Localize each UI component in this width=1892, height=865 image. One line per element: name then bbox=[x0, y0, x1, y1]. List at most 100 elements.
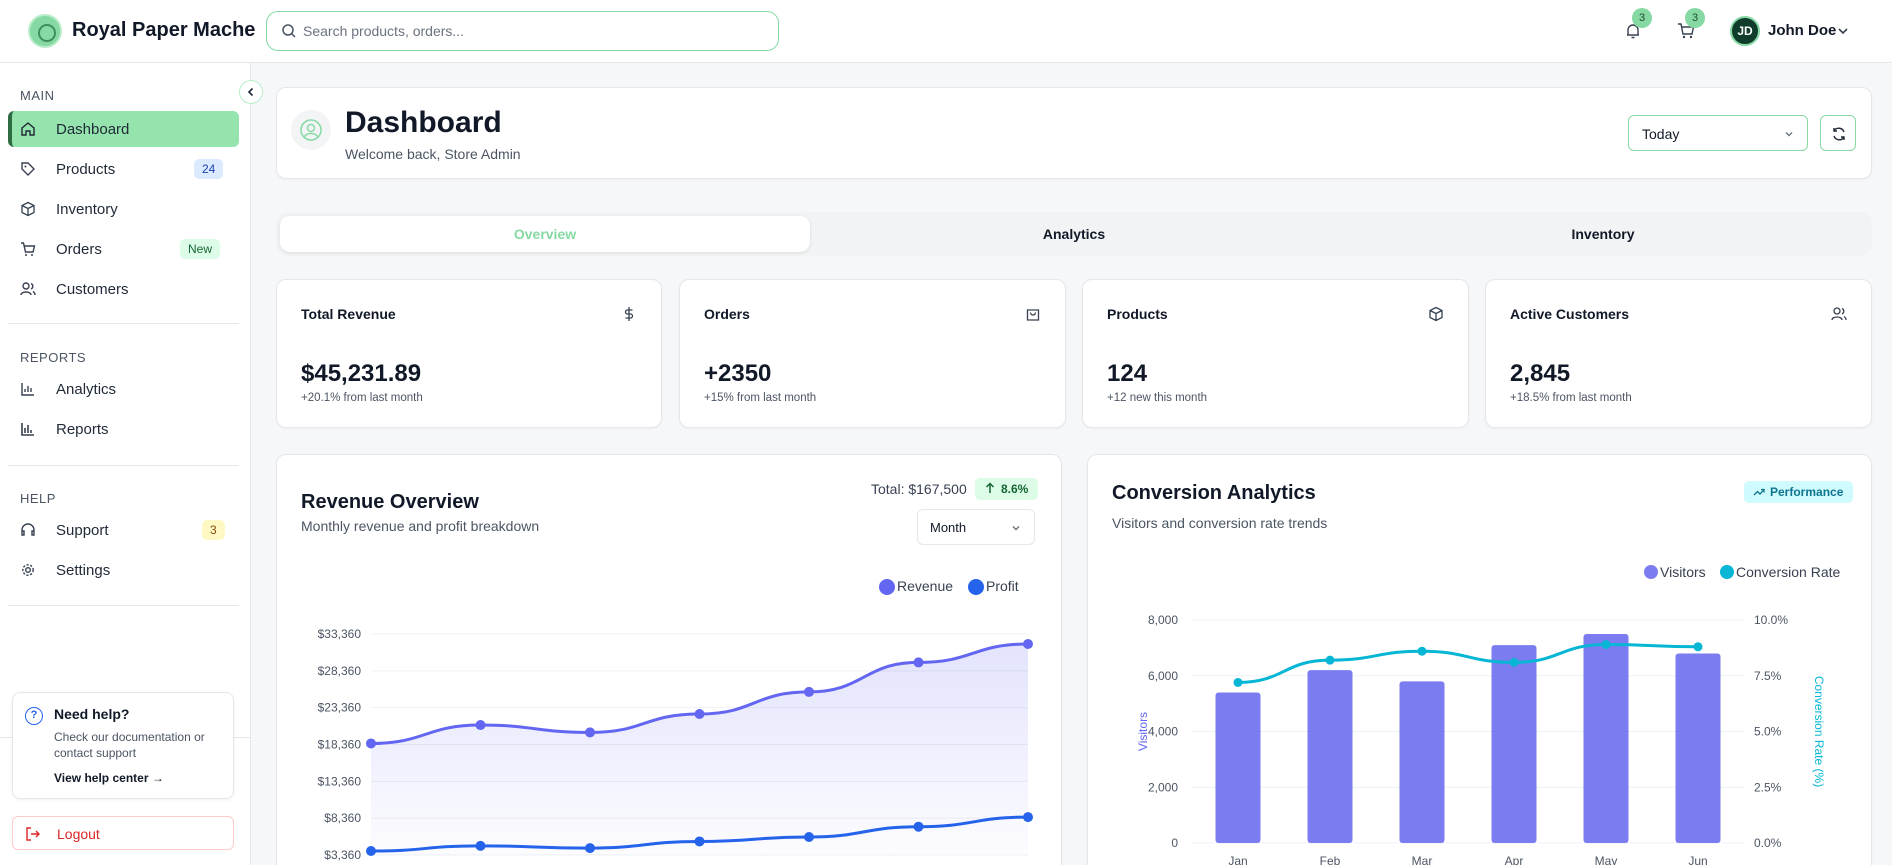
y-tick-label: 2,000 bbox=[1148, 780, 1178, 794]
sidebar-divider bbox=[8, 465, 239, 466]
home-icon bbox=[21, 122, 35, 136]
series-line-conversion-rate bbox=[1237, 643, 1699, 684]
x-tick-label: Jan bbox=[1228, 854, 1247, 865]
sidebar-item-label: Inventory bbox=[56, 201, 118, 218]
revenue-total: Total: $167,500 bbox=[871, 481, 967, 497]
sidebar-item-customers[interactable]: Customers bbox=[8, 271, 239, 307]
revenue-subtitle: Monthly revenue and profit breakdown bbox=[301, 518, 540, 534]
conversion-subtitle: Visitors and conversion rate trends bbox=[1112, 515, 1328, 531]
sidebar-item-reports[interactable]: Reports bbox=[8, 411, 239, 447]
chevron-down-icon[interactable] bbox=[1836, 24, 1850, 38]
logo-icon[interactable] bbox=[28, 14, 62, 48]
legend-label-profit[interactable]: Profit bbox=[986, 578, 1019, 594]
revenue-range-value: Month bbox=[930, 520, 967, 535]
refresh-icon bbox=[1833, 127, 1845, 141]
section-title-main: MAIN bbox=[20, 88, 55, 103]
x-tick-label: Mar bbox=[1412, 854, 1433, 865]
sidebar-item-label: Dashboard bbox=[56, 121, 130, 138]
stat-card-products: Products 124 +12 new this month bbox=[1082, 279, 1469, 428]
search-input[interactable] bbox=[303, 12, 763, 50]
y-tick-label: 4,000 bbox=[1148, 725, 1178, 739]
y2-tick-label: 10.0% bbox=[1754, 613, 1788, 627]
refresh-button[interactable] bbox=[1820, 115, 1856, 151]
user-name[interactable]: John Doe bbox=[1768, 22, 1837, 39]
tag-icon bbox=[21, 162, 35, 176]
stat-value: $45,231.89 bbox=[301, 360, 422, 387]
stat-title: Total Revenue bbox=[301, 306, 396, 322]
data-point-revenue bbox=[366, 738, 376, 749]
data-point-profit bbox=[1023, 812, 1033, 823]
sidebar-item-products[interactable]: Products 24 bbox=[8, 151, 239, 187]
bar-visitors bbox=[1307, 670, 1353, 843]
performance-badge: Performance bbox=[1744, 481, 1854, 503]
data-point-profit bbox=[694, 836, 705, 847]
dashboard-avatar bbox=[291, 110, 331, 150]
legend-label-conversion-rate[interactable]: Conversion Rate bbox=[1736, 564, 1841, 580]
bar-visitors bbox=[1583, 633, 1629, 843]
cart-badge: 3 bbox=[1685, 8, 1705, 28]
stat-value: 124 bbox=[1107, 360, 1148, 387]
data-point-revenue bbox=[913, 657, 924, 668]
search-bar[interactable] bbox=[266, 11, 779, 51]
sidebar-item-inventory[interactable]: Inventory bbox=[8, 191, 239, 227]
data-point-revenue bbox=[694, 709, 705, 720]
chevron-down-icon bbox=[1785, 132, 1793, 137]
legend-dot-visitors bbox=[1644, 565, 1658, 579]
logout-button[interactable]: Logout bbox=[12, 816, 234, 850]
data-point-profit bbox=[475, 840, 486, 851]
revenue-title: Revenue Overview bbox=[301, 491, 479, 513]
data-point-conversion-rate bbox=[1325, 655, 1335, 665]
legend-dot-profit bbox=[968, 579, 984, 595]
stat-title: Active Customers bbox=[1510, 306, 1630, 322]
data-point-conversion-rate bbox=[1233, 677, 1243, 687]
data-point-revenue bbox=[475, 720, 486, 731]
revenue-range-select[interactable]: Month bbox=[917, 509, 1035, 545]
dollar-icon bbox=[624, 307, 634, 321]
cart-button[interactable]: 3 bbox=[1673, 8, 1705, 44]
logout-label: Logout bbox=[57, 826, 100, 842]
sidebar-item-settings[interactable]: Settings bbox=[8, 552, 239, 588]
sidebar-item-analytics[interactable]: Analytics bbox=[8, 371, 239, 407]
tab-overview[interactable]: Overview bbox=[280, 216, 810, 252]
section-title-reports: REPORTS bbox=[20, 350, 87, 365]
brand-name[interactable]: Royal Paper Mache bbox=[72, 19, 256, 41]
y2-tick-label: 2.5% bbox=[1754, 780, 1782, 794]
avatar[interactable]: JD bbox=[1730, 16, 1760, 46]
tab-analytics[interactable]: Analytics bbox=[1042, 226, 1106, 242]
x-tick-label: Apr bbox=[1505, 854, 1524, 865]
stat-change: +12 new this month bbox=[1107, 392, 1208, 404]
help-center-link[interactable]: View help center → bbox=[54, 771, 164, 785]
x-tick-label: May bbox=[1595, 854, 1618, 865]
legend-dot-revenue bbox=[879, 579, 895, 595]
conversion-chart: 0 0.0% 2,000 2.5% 4,000 5.0% 6,000 7.5% 8,000 10.… bbox=[1136, 613, 1826, 865]
help-title: Need help? bbox=[54, 706, 130, 722]
y-tick-label: $18,360 bbox=[318, 738, 362, 752]
y-axis-label: Visitors bbox=[1136, 712, 1150, 751]
sidebar-item-dashboard[interactable]: Dashboard bbox=[8, 111, 239, 147]
sidebar-item-label: Support bbox=[56, 522, 109, 539]
collapse-sidebar-button[interactable] bbox=[239, 80, 263, 104]
period-select[interactable]: Today bbox=[1628, 115, 1808, 151]
stat-title: Products bbox=[1107, 306, 1168, 322]
box-icon bbox=[21, 201, 35, 217]
bar-visitors bbox=[1399, 681, 1445, 843]
legend-label-revenue[interactable]: Revenue bbox=[897, 578, 954, 594]
revenue-change-value: 8.6% bbox=[1001, 482, 1029, 496]
bar-chart-icon bbox=[21, 423, 34, 436]
cart-icon bbox=[21, 242, 36, 256]
stat-value: +2350 bbox=[704, 360, 772, 387]
sidebar-item-orders[interactable]: Orders New bbox=[8, 231, 239, 267]
y-tick-label: $8,360 bbox=[324, 811, 361, 825]
sidebar-item-label: Analytics bbox=[56, 381, 117, 398]
revenue-area bbox=[371, 644, 1028, 855]
tab-bar: Overview Analytics Inventory bbox=[276, 212, 1872, 256]
chevron-down-icon bbox=[1012, 526, 1020, 531]
legend-label-visitors[interactable]: Visitors bbox=[1660, 564, 1706, 580]
y-tick-label: 8,000 bbox=[1148, 613, 1178, 627]
logout-icon bbox=[26, 827, 40, 841]
notifications-button[interactable]: 3 bbox=[1620, 8, 1652, 44]
x-tick-label: Jun bbox=[1688, 854, 1707, 865]
sidebar-item-support[interactable]: Support 3 bbox=[8, 512, 239, 548]
tab-inventory[interactable]: Inventory bbox=[1571, 226, 1635, 242]
line-chart-icon bbox=[21, 383, 34, 396]
